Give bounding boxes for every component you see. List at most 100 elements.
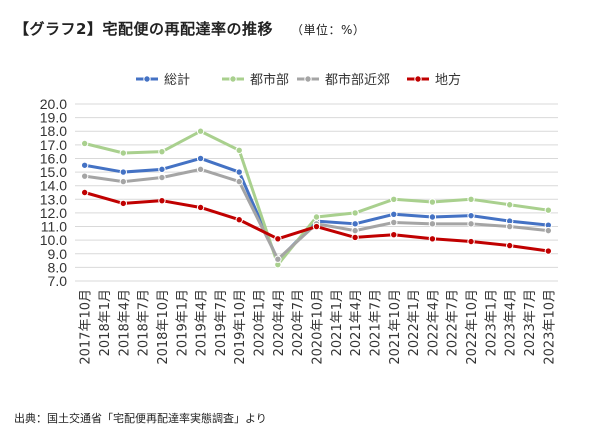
legend-label: 総計 xyxy=(164,72,190,88)
x-tick-label: 2021年7月 xyxy=(368,289,383,356)
x-tick-label: 2020年10月 xyxy=(311,289,326,365)
data-point xyxy=(428,213,437,221)
data-point xyxy=(351,233,359,242)
data-point xyxy=(467,211,475,220)
data-point xyxy=(119,177,128,186)
y-tick-label: 19.0 xyxy=(40,110,67,126)
series-line xyxy=(84,129,549,267)
data-point xyxy=(196,203,205,212)
x-tick-label: 2017年10月 xyxy=(79,289,94,365)
data-point xyxy=(428,198,437,206)
source-note: 出典：国土交通省「宅配便再配達率実態調査」より xyxy=(14,412,267,425)
data-point xyxy=(235,168,243,176)
data-point xyxy=(544,226,553,235)
chart-title: 【グラフ2】宅配便の再配達率の推移 （単位：%） xyxy=(14,18,365,39)
data-point xyxy=(235,216,243,224)
y-tick-label: 17.0 xyxy=(40,137,67,153)
legend-marker xyxy=(414,75,422,83)
x-tick-label: 2018年1月 xyxy=(98,289,113,356)
x-tick-label: 2023年1月 xyxy=(484,289,499,356)
data-point xyxy=(544,206,553,214)
data-point xyxy=(196,127,205,135)
x-tick-label: 2022年10月 xyxy=(465,289,480,365)
data-point xyxy=(80,161,89,169)
data-point xyxy=(467,220,475,228)
data-point xyxy=(390,231,398,239)
y-tick-label: 15.0 xyxy=(40,164,67,180)
data-point xyxy=(80,188,89,197)
data-point xyxy=(235,146,243,154)
series-line xyxy=(84,156,549,263)
data-point xyxy=(80,172,89,180)
data-point xyxy=(312,213,321,221)
x-tick-label: 2021年1月 xyxy=(330,289,345,356)
legend-label: 地方 xyxy=(435,72,461,88)
data-point xyxy=(119,149,128,157)
legend-marker xyxy=(304,75,312,83)
x-tick-label: 2023年7月 xyxy=(523,289,538,356)
legend-label: 都市部 xyxy=(250,72,289,88)
y-tick-label: 8.0 xyxy=(48,259,68,275)
data-point xyxy=(390,218,398,227)
data-point xyxy=(274,255,282,263)
x-tick-label: 2021年10月 xyxy=(388,289,403,365)
data-point xyxy=(351,220,359,228)
x-tick-label: 2018年10月 xyxy=(156,289,171,365)
x-tick-label: 2019年7月 xyxy=(214,289,229,356)
data-point xyxy=(196,165,205,174)
legend-marker xyxy=(143,75,151,83)
unit-label: （単位：%） xyxy=(290,23,366,37)
data-point xyxy=(506,241,514,250)
data-point xyxy=(428,235,437,243)
x-tick-label: 2023年10月 xyxy=(542,289,557,365)
data-point xyxy=(158,165,166,174)
data-point xyxy=(544,247,553,255)
x-tick-label: 2022年1月 xyxy=(407,289,422,356)
data-point xyxy=(196,154,205,163)
legend-label: 都市部近郊 xyxy=(325,72,390,88)
data-point xyxy=(119,168,128,176)
y-tick-label: 16.0 xyxy=(40,150,67,166)
x-tick-label: 2023年4月 xyxy=(504,289,519,356)
data-point xyxy=(274,235,282,243)
x-tick-label: 2022年4月 xyxy=(426,289,441,356)
y-tick-label: 18.0 xyxy=(40,123,67,139)
data-point xyxy=(158,147,166,156)
legend-marker xyxy=(229,75,237,83)
y-tick-label: 9.0 xyxy=(48,246,68,262)
data-point xyxy=(390,210,398,218)
data-point xyxy=(119,199,128,208)
y-tick-label: 13.0 xyxy=(40,191,67,207)
y-tick-label: 10.0 xyxy=(40,232,67,248)
y-tick-label: 14.0 xyxy=(40,178,67,194)
y-tick-label: 12.0 xyxy=(40,205,67,221)
data-point xyxy=(312,222,321,231)
data-point xyxy=(351,209,359,217)
data-point xyxy=(158,196,166,205)
x-tick-label: 2018年7月 xyxy=(137,289,152,356)
x-tick-label: 2020年7月 xyxy=(291,289,306,356)
data-point xyxy=(158,173,166,182)
data-point xyxy=(467,237,475,246)
x-tick-label: 2019年1月 xyxy=(175,289,190,356)
data-point xyxy=(467,195,475,204)
x-tick-label: 2020年4月 xyxy=(272,289,287,356)
data-point xyxy=(235,177,243,186)
data-point xyxy=(428,220,437,228)
x-tick-label: 2022年7月 xyxy=(446,289,461,356)
data-point xyxy=(506,222,514,231)
x-tick-label: 2019年10月 xyxy=(233,289,248,365)
data-point xyxy=(390,195,398,204)
x-tick-label: 2018年4月 xyxy=(117,289,132,356)
title-text: 【グラフ2】宅配便の再配達率の推移 xyxy=(14,20,273,38)
data-point xyxy=(80,139,89,148)
data-point xyxy=(506,201,514,209)
x-tick-label: 2021年4月 xyxy=(349,289,364,356)
x-tick-label: 2019年4月 xyxy=(195,289,210,356)
x-tick-label: 2020年1月 xyxy=(253,289,268,356)
y-tick-label: 20.0 xyxy=(40,96,67,112)
y-tick-label: 7.0 xyxy=(48,273,68,289)
data-point xyxy=(351,226,359,235)
y-tick-label: 11.0 xyxy=(41,219,67,235)
